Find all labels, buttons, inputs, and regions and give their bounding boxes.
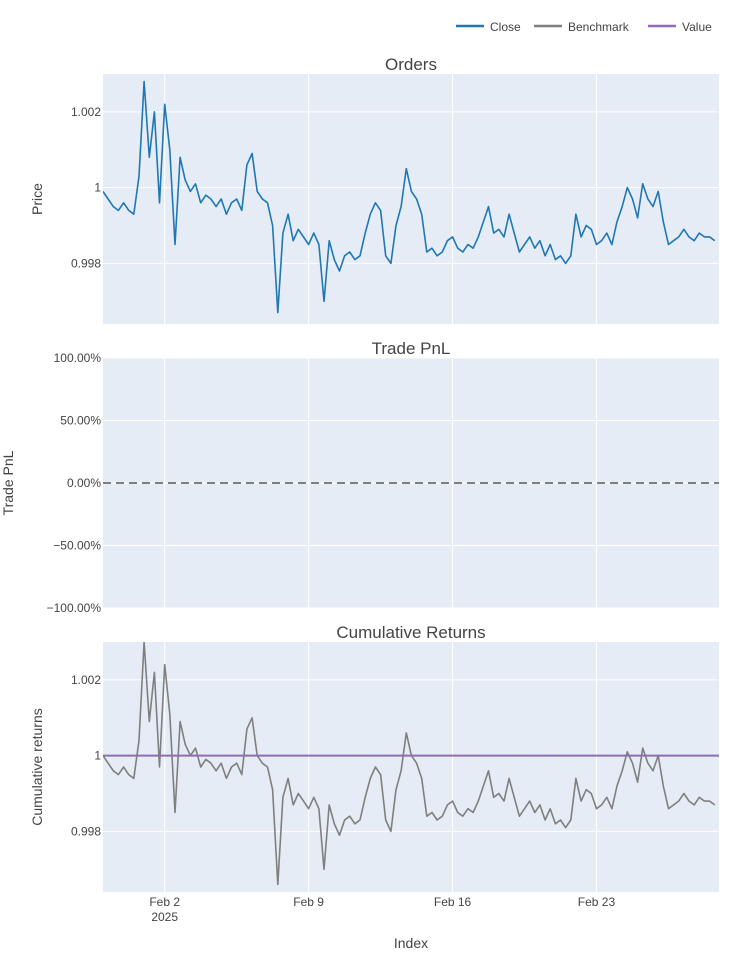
x-tick-label: Feb 16 (434, 895, 472, 909)
panel-trade-pnl: −100.00% −50.00% 0.00% 50.00% 100.00% Trade P… (0, 339, 719, 615)
y-axis-title: Cumulative returns (29, 708, 45, 826)
legend-item-value[interactable]: Value (648, 20, 712, 34)
panel-cumulative-returns: 0.998 1 1.002 Cumulative Returns Cumulative … (29, 623, 719, 924)
panel-title: Orders (385, 55, 437, 74)
x-tick-label: Feb 23 (578, 895, 616, 909)
y-tick-label: 1.002 (71, 105, 101, 119)
legend-item-benchmark[interactable]: Benchmark (534, 20, 630, 34)
y-tick-label: 1 (94, 749, 101, 763)
legend-label: Close (490, 20, 521, 34)
y-axis-title: Price (29, 183, 45, 215)
y-tick-label: 50.00% (60, 414, 101, 428)
series-line-close (103, 80, 716, 314)
y-tick-label: 100.00% (54, 351, 102, 365)
y-tick-label: −100.00% (47, 601, 102, 615)
panel-title: Trade PnL (372, 339, 451, 358)
y-tick-label: 0.998 (71, 256, 101, 270)
y-axis-title: Trade PnL (0, 450, 16, 515)
legend-label: Value (682, 20, 712, 34)
y-tick-label: 0.998 (71, 824, 101, 838)
panel-title: Cumulative Returns (336, 623, 485, 642)
y-tick-label: 1 (94, 181, 101, 195)
x-axis-title: Index (394, 935, 428, 951)
y-tick-label: 0.00% (67, 476, 101, 490)
y-tick-label: 1.002 (71, 673, 101, 687)
y-tick-label: −50.00% (53, 539, 101, 553)
x-tick-label: Feb 2 (149, 895, 180, 909)
series-line-benchmark (103, 642, 716, 886)
x-tick-label: Feb 9 (293, 895, 324, 909)
legend[interactable]: Close Benchmark Value (456, 20, 712, 34)
legend-item-close[interactable]: Close (456, 20, 521, 34)
panel-orders: 0.998 1 1.002 Orders Price (29, 55, 719, 324)
legend-label: Benchmark (568, 20, 630, 34)
x-tick-sublabel: 2025 (151, 910, 178, 924)
plot-background (103, 74, 719, 324)
plot-background (103, 642, 719, 892)
